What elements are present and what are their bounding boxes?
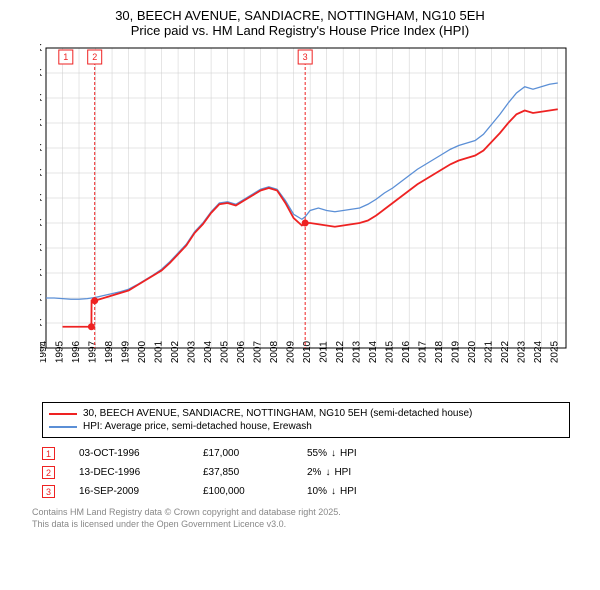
x-axis-label: 2020 <box>467 340 478 363</box>
arrow-down-icon: ↓ <box>331 448 336 459</box>
x-axis-label: 2025 <box>550 340 561 363</box>
x-axis-label: 1999 <box>121 340 132 363</box>
arrow-down-icon: ↓ <box>331 486 336 497</box>
x-axis-label: 2000 <box>137 340 148 363</box>
y-axis-label: £180K <box>40 118 42 129</box>
x-axis-label: 2009 <box>286 340 297 363</box>
x-axis-label: 2018 <box>434 340 445 363</box>
x-axis-label: 1996 <box>71 340 82 363</box>
sale-marker: 1 <box>42 447 55 460</box>
sales-row: 1 03-OCT-1996 £17,000 55% ↓ HPI <box>42 444 570 463</box>
y-axis-label: £140K <box>40 168 42 179</box>
sale-hpi-delta: 2% ↓ HPI <box>307 467 351 478</box>
sale-marker: 2 <box>42 466 55 479</box>
x-axis-label: 1994 <box>40 340 49 363</box>
footnote: Contains HM Land Registry data © Crown c… <box>32 507 570 530</box>
chart-title-block: 30, BEECH AVENUE, SANDIACRE, NOTTINGHAM,… <box>0 0 600 38</box>
marker-number: 3 <box>303 52 308 62</box>
chart-area: £0£20K£40K£60K£80K£100K£120K£140K£160K£1… <box>40 44 600 394</box>
y-axis-label: £120K <box>40 193 42 204</box>
legend-label-price-paid: 30, BEECH AVENUE, SANDIACRE, NOTTINGHAM,… <box>83 408 472 419</box>
legend-swatch-price-paid <box>49 413 77 415</box>
x-axis-label: 2006 <box>236 340 247 363</box>
x-axis-label: 2007 <box>253 340 264 363</box>
x-axis-label: 2002 <box>170 340 181 363</box>
y-axis-label: £160K <box>40 143 42 154</box>
x-axis-label: 2022 <box>500 340 511 363</box>
y-axis-label: £80K <box>40 243 42 254</box>
sale-marker: 3 <box>42 485 55 498</box>
x-axis-label: 2005 <box>220 340 231 363</box>
legend-item-price-paid: 30, BEECH AVENUE, SANDIACRE, NOTTINGHAM,… <box>49 407 563 420</box>
y-axis-label: £100K <box>40 218 42 229</box>
x-axis-label: 1998 <box>104 340 115 363</box>
y-axis-label: £60K <box>40 268 42 279</box>
title-line1: 30, BEECH AVENUE, SANDIACRE, NOTTINGHAM,… <box>0 8 600 23</box>
sale-date: 03-OCT-1996 <box>79 448 179 459</box>
x-axis-label: 2008 <box>269 340 280 363</box>
x-axis-label: 1997 <box>88 340 99 363</box>
sale-point <box>88 323 95 330</box>
series-hpi <box>46 83 558 299</box>
sale-price: £17,000 <box>203 448 283 459</box>
legend-label-hpi: HPI: Average price, semi-detached house,… <box>83 421 312 432</box>
x-axis-label: 2016 <box>401 340 412 363</box>
sale-hpi-delta: 10% ↓ HPI <box>307 486 357 497</box>
sales-table: 1 03-OCT-1996 £17,000 55% ↓ HPI 2 13-DEC-1996… <box>42 444 570 501</box>
arrow-down-icon: ↓ <box>325 467 330 478</box>
y-axis-label: £220K <box>40 68 42 79</box>
x-axis-label: 2012 <box>335 340 346 363</box>
footnote-line1: Contains HM Land Registry data © Crown c… <box>32 507 570 519</box>
legend-item-hpi: HPI: Average price, semi-detached house,… <box>49 420 563 433</box>
x-axis-label: 2004 <box>203 340 214 363</box>
sale-date: 13-DEC-1996 <box>79 467 179 478</box>
x-axis-label: 2011 <box>319 341 330 363</box>
y-axis-label: £40K <box>40 293 42 304</box>
x-axis-label: 2021 <box>484 340 495 363</box>
x-axis-label: 2019 <box>451 340 462 363</box>
footnote-line2: This data is licensed under the Open Gov… <box>32 519 570 531</box>
y-axis-label: £240K <box>40 44 42 54</box>
marker-number: 1 <box>63 52 68 62</box>
title-line2: Price paid vs. HM Land Registry's House … <box>0 23 600 38</box>
y-axis-label: £20K <box>40 318 42 329</box>
y-axis-label: £200K <box>40 93 42 104</box>
sales-row: 3 16-SEP-2009 £100,000 10% ↓ HPI <box>42 482 570 501</box>
x-axis-label: 2010 <box>302 340 313 363</box>
x-axis-label: 2024 <box>533 340 544 363</box>
sales-row: 2 13-DEC-1996 £37,850 2% ↓ HPI <box>42 463 570 482</box>
sale-price: £100,000 <box>203 486 283 497</box>
x-axis-label: 2017 <box>418 340 429 363</box>
legend-swatch-hpi <box>49 426 77 428</box>
sale-date: 16-SEP-2009 <box>79 486 179 497</box>
x-axis-label: 2023 <box>517 340 528 363</box>
x-axis-label: 2015 <box>385 340 396 363</box>
sale-price: £37,850 <box>203 467 283 478</box>
sale-hpi-delta: 55% ↓ HPI <box>307 448 357 459</box>
x-axis-label: 2003 <box>187 340 198 363</box>
line-chart: £0£20K£40K£60K£80K£100K£120K£140K£160K£1… <box>40 44 570 394</box>
x-axis-label: 2014 <box>368 340 379 363</box>
x-axis-label: 1995 <box>55 340 66 363</box>
marker-number: 2 <box>92 52 97 62</box>
legend-box: 30, BEECH AVENUE, SANDIACRE, NOTTINGHAM,… <box>42 402 570 438</box>
x-axis-label: 2013 <box>352 340 363 363</box>
x-axis-label: 2001 <box>154 340 165 363</box>
